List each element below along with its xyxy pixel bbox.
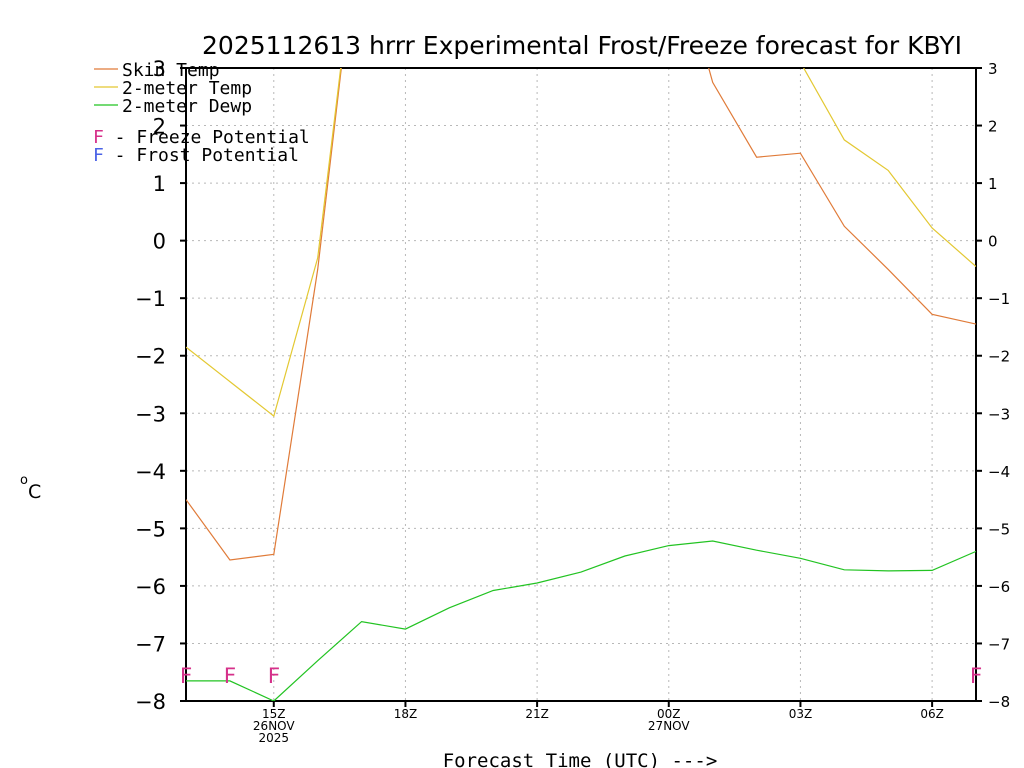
x-tick-label: 21Z	[525, 707, 549, 721]
y-tick-label-right: −1	[988, 290, 1010, 308]
y-tick-label-left: −6	[135, 575, 166, 599]
freeze-marker: F	[224, 664, 237, 688]
x-tick-label: 15Z	[262, 707, 286, 721]
legend-potential-text: - Freeze Potential	[104, 127, 310, 148]
legend-potential-text: - Frost Potential	[104, 145, 299, 166]
x-axis-label: Forecast Time (UTC) --->	[443, 750, 718, 768]
y-tick-label-left: −5	[135, 517, 166, 541]
y-tick-label-right: 3	[988, 60, 998, 78]
series-line-2-meter-temp	[186, 68, 976, 418]
y-tick-label-left: −4	[135, 460, 166, 484]
y-axis: −8 −8 −7 −7 −6 −6 −5 −5 −4 −4 −3 −3 −2 −2 −1 −1 0 0 1 1 2 2 3 3	[135, 57, 1010, 714]
grid	[186, 68, 976, 701]
y-tick-label-right: 2	[988, 118, 998, 136]
y-tick-label-right: −2	[988, 348, 1010, 366]
series-line-skin-temp	[186, 68, 976, 561]
y-tick-label-left: 3	[153, 57, 166, 81]
chart-title: 2025112613 hrrr Experimental Frost/Freez…	[202, 31, 962, 60]
x-tick-label: 00Z	[657, 707, 681, 721]
legend-label: Skin Temp	[122, 60, 220, 81]
freeze-marker: F	[267, 664, 280, 688]
legend-label: 2-meter Temp	[122, 78, 252, 99]
freeze-marker: F	[180, 664, 193, 688]
y-tick-label-right: −6	[988, 578, 1010, 596]
series-layer	[186, 68, 976, 701]
legend-label: 2-meter Dewp	[122, 96, 252, 117]
series-line-2-meter-dewp	[186, 540, 976, 701]
y-tick-label-right: 0	[988, 233, 998, 251]
y-axis-label-unit: C	[28, 481, 41, 503]
legend-potential-symbol: F	[93, 145, 104, 166]
y-tick-label-left: −1	[135, 287, 166, 311]
freeze-marker: F	[970, 664, 983, 688]
plot-frame	[185, 67, 977, 702]
y-axis-label-superscript: o	[20, 473, 28, 488]
legend-potential: F - Frost Potential	[93, 145, 299, 166]
x-tick-label: 18Z	[394, 707, 418, 721]
y-tick-label-left: −2	[135, 345, 166, 369]
x-tick-label: 26NOV	[253, 719, 295, 733]
y-tick-label-right: 1	[988, 175, 998, 193]
y-tick-label-right: −8	[988, 693, 1010, 711]
y-tick-label-right: −4	[988, 463, 1010, 481]
x-tick-label: 03Z	[789, 707, 813, 721]
y-tick-label-right: −3	[988, 405, 1010, 423]
x-tick-label: 27NOV	[648, 719, 690, 733]
legend-potential-symbol: F	[93, 127, 104, 148]
y-axis-label: o C	[20, 473, 41, 503]
y-tick-label-left: 1	[153, 172, 166, 196]
y-tick-label-left: 2	[153, 115, 166, 139]
y-tick-label-left: −8	[135, 690, 166, 714]
y-tick-label-right: −7	[988, 635, 1010, 653]
y-tick-label-left: −3	[135, 402, 166, 426]
legend-potential: F - Freeze Potential	[93, 127, 310, 148]
x-tick-label: 06Z	[920, 707, 944, 721]
x-tick-label: 2025	[259, 731, 290, 745]
y-tick-label-left: 0	[153, 230, 166, 254]
y-tick-label-right: −5	[988, 520, 1010, 538]
y-tick-label-left: −7	[135, 632, 166, 656]
